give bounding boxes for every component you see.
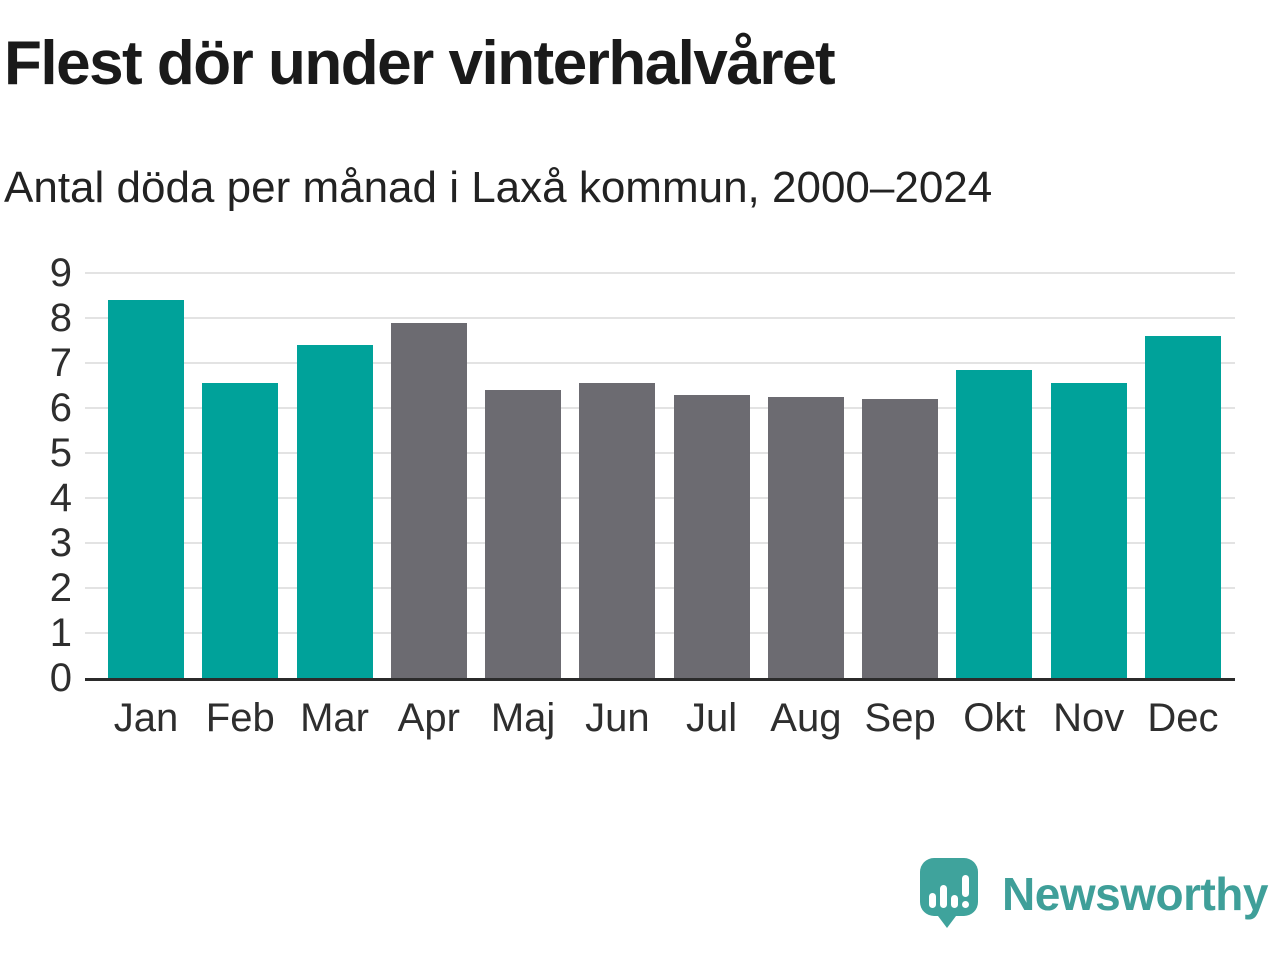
x-tick-label-jan: Jan	[113, 696, 179, 740]
speech-bubble-tail	[935, 912, 960, 928]
bar-jun	[579, 383, 656, 678]
bar-nov	[1050, 383, 1127, 678]
logo-bar-2	[940, 885, 948, 908]
bar-jul	[673, 394, 750, 678]
x-tick-label-jul: Jul	[686, 696, 738, 740]
y-tick-label-0: 0	[49, 656, 72, 700]
y-tick-label-5: 5	[49, 431, 72, 475]
newsworthy-logo-icon	[920, 856, 980, 932]
gridline-y2	[85, 587, 1235, 589]
bar-dec	[1144, 336, 1221, 678]
logo-bar-3	[951, 895, 959, 908]
bar-sep	[862, 399, 939, 678]
logo-exclamation-dot	[962, 901, 970, 908]
x-tick-label-nov: Nov	[1053, 696, 1125, 740]
chart-subtitle: Antal döda per månad i Laxå kommun, 2000…	[4, 163, 993, 212]
bar-mar	[296, 345, 373, 678]
y-tick-label-1: 1	[49, 611, 72, 655]
gridline-y5	[85, 452, 1235, 454]
newsworthy-logo: Newsworthy	[920, 856, 1268, 932]
logo-bar-1	[929, 893, 937, 908]
gridline-y6	[85, 407, 1235, 409]
x-axis: Jan Feb Mar Apr Maj Jun Jul Aug Sep Okt Nov Dec	[85, 694, 1235, 742]
bar-maj	[485, 390, 562, 678]
y-tick-label-7: 7	[49, 341, 72, 385]
bar-okt	[956, 369, 1033, 678]
bar-jan	[108, 300, 184, 678]
gridline-y9	[85, 272, 1235, 274]
x-tick-label-mar: Mar	[300, 696, 369, 740]
logo-exclamation-bar	[962, 875, 970, 897]
y-tick-label-9: 9	[49, 251, 72, 295]
plot-area	[85, 272, 1235, 681]
gridline-y1	[85, 632, 1235, 634]
gridline-y8	[85, 317, 1235, 319]
y-tick-label-4: 4	[49, 476, 72, 520]
newsworthy-wordmark: Newsworthy	[1002, 868, 1268, 920]
gridline-y7	[85, 362, 1235, 364]
bar-aug	[767, 396, 844, 678]
y-tick-label-6: 6	[49, 386, 72, 430]
bar-feb	[202, 383, 279, 678]
gridline-y3	[85, 542, 1235, 544]
x-tick-label-okt: Okt	[963, 696, 1026, 740]
x-tick-label-jun: Jun	[585, 696, 650, 740]
x-tick-label-apr: Apr	[397, 696, 460, 740]
x-tick-label-aug: Aug	[770, 696, 842, 740]
gridline-y4	[85, 497, 1235, 499]
chart-title: Flest dör under vinterhalvåret	[4, 29, 836, 98]
bar-apr	[390, 322, 467, 678]
speech-bubble-icon	[920, 858, 979, 916]
x-tick-label-maj: Maj	[490, 696, 556, 740]
y-tick-label-2: 2	[49, 566, 72, 610]
bar-series	[85, 273, 1235, 678]
x-tick-label-feb: Feb	[205, 696, 275, 740]
y-tick-label-3: 3	[49, 521, 72, 565]
x-tick-label-sep: Sep	[864, 696, 936, 740]
x-tick-label-dec: Dec	[1147, 696, 1219, 740]
y-tick-label-8: 8	[49, 296, 72, 340]
